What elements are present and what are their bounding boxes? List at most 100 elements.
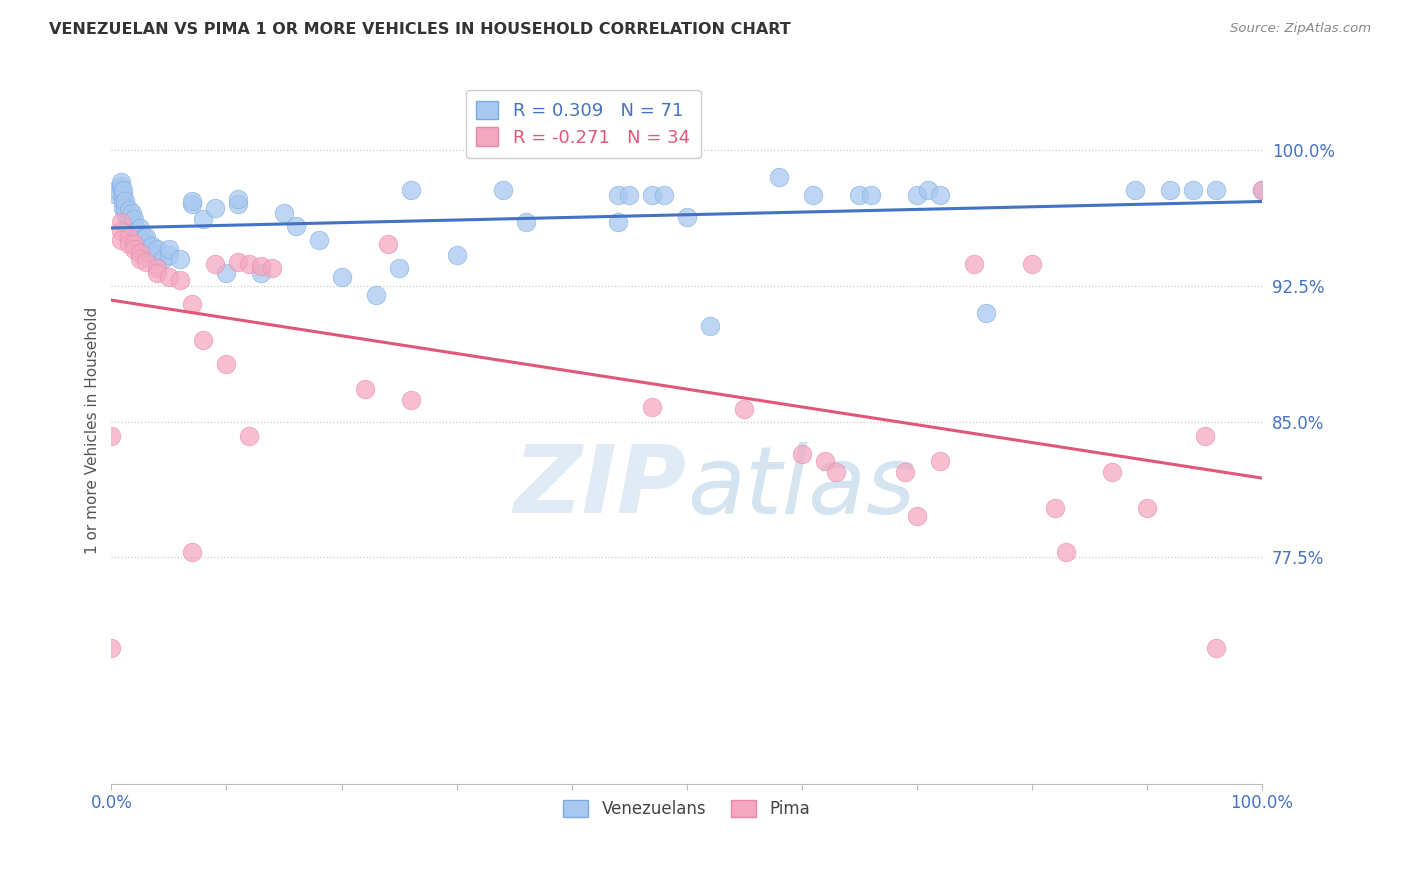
Point <box>141 246 163 260</box>
Point <box>157 248 180 262</box>
Point <box>193 211 215 226</box>
Point <box>1205 640 1227 655</box>
Point <box>675 210 697 224</box>
Point <box>110 176 132 190</box>
Point <box>446 248 468 262</box>
Point <box>204 201 226 215</box>
Point <box>894 465 917 479</box>
Point <box>262 260 284 275</box>
Point <box>226 197 249 211</box>
Point <box>125 222 148 236</box>
Point <box>928 454 950 468</box>
Point <box>250 266 273 280</box>
Point <box>129 220 152 235</box>
Point <box>377 237 399 252</box>
Point <box>606 188 628 202</box>
Point <box>169 252 191 266</box>
Point <box>114 201 136 215</box>
Point <box>181 197 204 211</box>
Point <box>215 357 238 371</box>
Point <box>169 273 191 287</box>
Point <box>859 188 882 202</box>
Point <box>204 257 226 271</box>
Point <box>790 447 813 461</box>
Point <box>129 246 152 260</box>
Point <box>111 201 134 215</box>
Point <box>111 194 134 208</box>
Point <box>118 229 141 244</box>
Point <box>146 260 169 275</box>
Point <box>1125 183 1147 197</box>
Point <box>118 237 141 252</box>
Text: atlas: atlas <box>686 442 915 533</box>
Point <box>619 188 641 202</box>
Point <box>111 188 134 202</box>
Point <box>353 382 375 396</box>
Point <box>114 206 136 220</box>
Point <box>928 188 950 202</box>
Point <box>399 183 422 197</box>
Point <box>121 211 143 226</box>
Point <box>118 210 141 224</box>
Point <box>699 318 721 333</box>
Point <box>974 306 997 320</box>
Point <box>181 194 204 208</box>
Point <box>132 237 155 252</box>
Point <box>118 202 141 217</box>
Point <box>814 454 837 468</box>
Point <box>330 269 353 284</box>
Point <box>801 188 824 202</box>
Point <box>238 429 260 443</box>
Point <box>1194 429 1216 443</box>
Point <box>284 219 307 233</box>
Point <box>1021 257 1043 271</box>
Point <box>146 266 169 280</box>
Point <box>399 392 422 407</box>
Point <box>181 297 204 311</box>
Point <box>215 266 238 280</box>
Point <box>1101 465 1123 479</box>
Point <box>124 211 146 226</box>
Point <box>114 194 136 208</box>
Point <box>641 188 664 202</box>
Point <box>1251 183 1274 197</box>
Point <box>135 237 157 252</box>
Point <box>1136 501 1159 516</box>
Point <box>308 234 330 248</box>
Point <box>124 224 146 238</box>
Point <box>641 400 664 414</box>
Point <box>146 248 169 262</box>
Point <box>121 206 143 220</box>
Point <box>1205 183 1227 197</box>
Point <box>1159 183 1181 197</box>
Text: ZIP: ZIP <box>513 441 686 533</box>
Point <box>364 287 387 301</box>
Point <box>124 243 146 257</box>
Point <box>146 243 169 257</box>
Point <box>250 259 273 273</box>
Point <box>273 206 295 220</box>
Point <box>105 183 128 197</box>
Point <box>515 215 537 229</box>
Point <box>1182 183 1205 197</box>
Point <box>848 188 870 202</box>
Point <box>768 169 790 184</box>
Point <box>110 215 132 229</box>
Point <box>118 215 141 229</box>
Point <box>152 252 174 266</box>
Point <box>135 255 157 269</box>
Point <box>110 179 132 194</box>
Point <box>1043 501 1066 516</box>
Point <box>129 234 152 248</box>
Text: VENEZUELAN VS PIMA 1 OR MORE VEHICLES IN HOUSEHOLD CORRELATION CHART: VENEZUELAN VS PIMA 1 OR MORE VEHICLES IN… <box>49 22 792 37</box>
Point <box>110 234 132 248</box>
Point <box>135 243 157 257</box>
Point <box>125 229 148 244</box>
Point <box>905 508 928 523</box>
Point <box>917 183 939 197</box>
Point <box>110 224 132 238</box>
Point <box>157 269 180 284</box>
Point <box>100 640 122 655</box>
Point <box>238 257 260 271</box>
Point <box>652 188 675 202</box>
